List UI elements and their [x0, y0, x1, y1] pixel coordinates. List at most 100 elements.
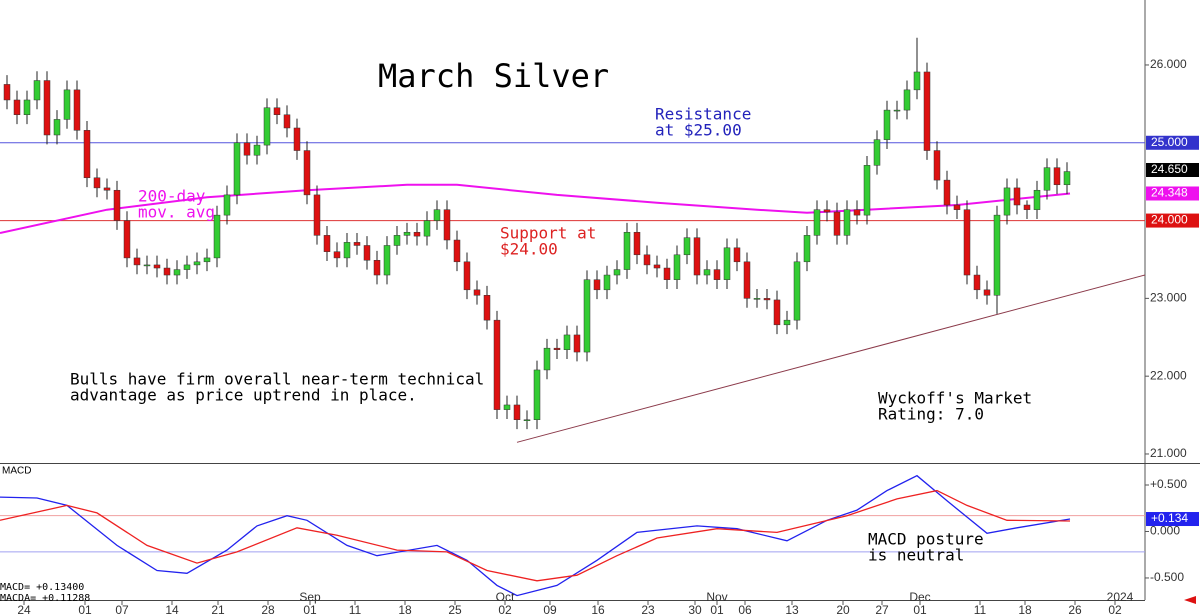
ma-label: mov. avg	[138, 203, 215, 222]
month-label: Sep	[299, 590, 321, 604]
candle-body	[543, 347, 551, 371]
x-tick-label: 02	[498, 603, 512, 616]
candle-body	[713, 269, 721, 280]
candle-body	[283, 114, 291, 129]
candle-body	[523, 419, 531, 421]
candle-body	[973, 274, 981, 291]
x-tick-label: 11	[974, 603, 987, 616]
candle-body	[293, 127, 301, 151]
chart-title: March Silver	[378, 57, 609, 95]
x-tick-label: 09	[543, 603, 557, 616]
candle-body	[553, 347, 561, 350]
month-label: Dec	[909, 590, 930, 604]
candle-body	[323, 235, 331, 252]
candle-body	[643, 254, 651, 266]
candle-body	[623, 231, 631, 270]
candle-body	[1023, 204, 1031, 210]
candle-body	[393, 235, 401, 246]
candle-body	[153, 264, 161, 269]
annotation: Support at	[500, 224, 596, 243]
y-tick-label: +0.500	[1150, 477, 1187, 491]
x-tick-label: 01	[78, 603, 92, 616]
macd-line	[0, 474, 1071, 597]
x-tick-label: 18	[1018, 603, 1032, 616]
candle-body	[1003, 187, 1011, 216]
candle-body	[503, 404, 511, 410]
candle-body	[593, 279, 601, 291]
candle-body	[373, 259, 381, 276]
candle-body	[653, 264, 661, 269]
price-tag-label: 24.348	[1151, 186, 1188, 200]
candle-body	[163, 267, 171, 276]
x-tick-label: 16	[591, 603, 605, 616]
candle-body	[273, 107, 281, 116]
x-tick-label: 01	[913, 603, 927, 616]
candle-body	[363, 245, 371, 261]
candle-body	[983, 289, 991, 296]
candle-body	[1033, 189, 1041, 210]
scroll-arrow	[1184, 596, 1196, 604]
y-tick-label: 21.000	[1150, 446, 1187, 460]
x-tick-label: 25	[448, 603, 462, 616]
annotation: is neutral	[868, 546, 964, 565]
candle-body	[733, 247, 741, 263]
price-tag-label: +0.134	[1151, 511, 1188, 525]
price-tag-label: 25.000	[1151, 135, 1188, 149]
ma-label: 200-day	[138, 187, 206, 206]
candle-body	[303, 150, 311, 196]
candle-body	[433, 209, 441, 221]
candle-body	[233, 142, 241, 196]
x-tick-label: 24	[17, 603, 31, 616]
candle-body	[863, 165, 871, 216]
annotation: at $25.00	[655, 121, 742, 140]
candle-body	[443, 209, 451, 241]
candle-body	[773, 299, 781, 326]
candle-body	[63, 89, 71, 120]
price-tag	[1146, 512, 1199, 527]
candle-body	[793, 261, 801, 321]
month-label: 2024	[1107, 590, 1134, 604]
candle-body	[663, 267, 671, 280]
candle-body	[913, 71, 921, 91]
x-tick-label: 18	[398, 603, 412, 616]
candle-body	[203, 257, 211, 263]
x-tick-label: 01	[710, 603, 724, 616]
candle-body	[113, 189, 121, 221]
x-tick-label: 11	[349, 603, 362, 616]
x-tick-label: 28	[261, 603, 275, 616]
candle-body	[143, 264, 151, 267]
candle-body	[83, 130, 91, 179]
candle-body	[823, 209, 831, 213]
candle-body	[473, 289, 481, 296]
candle-body	[223, 194, 231, 216]
month-label: Nov	[706, 590, 727, 604]
macd-line	[0, 489, 1071, 582]
x-tick-label: 14	[165, 603, 179, 616]
x-tick-label: 13	[785, 603, 799, 616]
candle-body	[1063, 171, 1071, 186]
candle-body	[123, 220, 131, 259]
price-tag	[1146, 213, 1199, 228]
candle-body	[763, 298, 771, 301]
candle-body	[263, 107, 271, 146]
candle-body	[803, 235, 811, 263]
macd-title: MACD	[2, 466, 31, 477]
x-tick-label: 02	[1108, 603, 1122, 616]
candle-body	[43, 80, 51, 136]
candle-body	[963, 209, 971, 276]
candle-body	[483, 295, 491, 321]
candle-body	[633, 231, 641, 256]
y-tick-label: -0.500	[1150, 570, 1184, 584]
candle-body	[753, 298, 761, 300]
x-tick-label: 07	[115, 603, 129, 616]
price-tag	[1146, 186, 1199, 201]
x-tick-label: 01	[303, 603, 317, 616]
candle-body	[343, 242, 351, 259]
annotation: Resistance	[655, 105, 751, 124]
candle-body	[453, 239, 461, 263]
annotation: Rating: 7.0	[878, 405, 984, 424]
candle-body	[743, 261, 751, 299]
candle-body	[903, 89, 911, 111]
